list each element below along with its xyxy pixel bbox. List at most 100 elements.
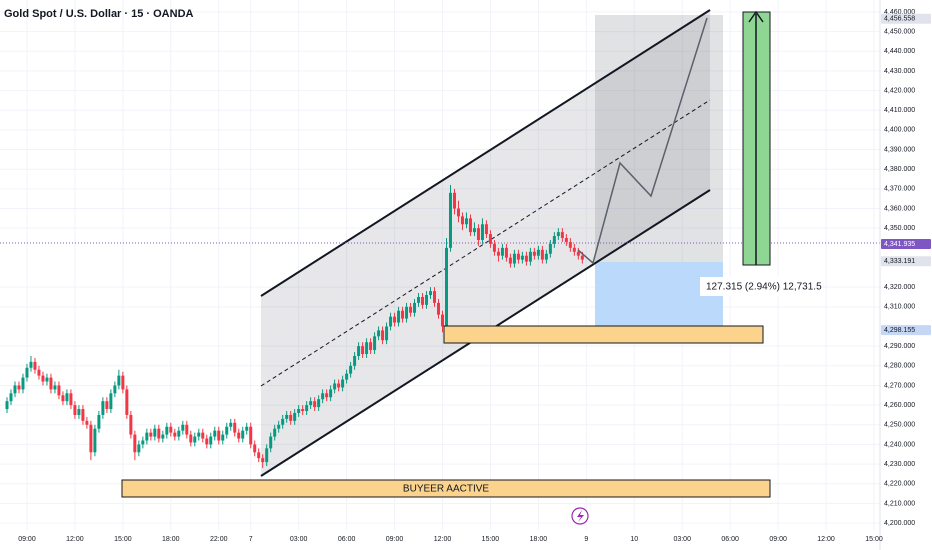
- candle-body: [377, 330, 381, 337]
- candle-body: [29, 361, 33, 368]
- x-tick-label: 09:00: [18, 536, 36, 543]
- candle-body: [417, 296, 421, 303]
- measure-box: [700, 277, 812, 296]
- chart-title: Gold Spot / U.S. Dollar · 15 · OANDA: [4, 8, 194, 20]
- candle-body: [532, 251, 536, 256]
- candle-body: [233, 422, 237, 433]
- candle-body: [564, 238, 568, 242]
- candle-body: [500, 247, 504, 256]
- candle-body: [492, 243, 496, 252]
- candle-body: [409, 306, 413, 313]
- candle-body: [261, 458, 265, 463]
- price-label: 4,456.558: [884, 16, 915, 23]
- candle-body: [433, 291, 437, 303]
- y-tick-label: 4,440.000: [884, 48, 915, 55]
- candle-body: [225, 426, 229, 435]
- x-tick-label: 03:00: [673, 536, 691, 543]
- candle-body: [181, 424, 185, 431]
- candle-body: [129, 414, 133, 435]
- y-tick-label: 4,460.000: [884, 9, 915, 16]
- candle-body: [468, 218, 472, 233]
- candle-body: [5, 401, 9, 410]
- candle-body: [437, 302, 441, 315]
- candle-body: [121, 375, 125, 390]
- y-tick-label: 4,270.000: [884, 382, 915, 389]
- candle-body: [325, 393, 329, 398]
- candle-body: [253, 444, 257, 453]
- candle-body: [141, 440, 145, 445]
- y-tick-label: 4,220.000: [884, 481, 915, 488]
- candle-body: [337, 383, 341, 388]
- candle-body: [556, 232, 560, 237]
- candle-body: [309, 401, 313, 406]
- candle-body: [81, 409, 85, 421]
- candle-body: [45, 377, 49, 382]
- candle-body: [365, 342, 369, 354]
- y-tick-label: 4,390.000: [884, 146, 915, 153]
- candle-body: [293, 412, 297, 421]
- x-tick-label: 12:00: [817, 536, 835, 543]
- candle-body: [317, 399, 321, 408]
- candle-body: [572, 247, 576, 252]
- candle-body: [205, 438, 209, 445]
- candle-body: [41, 375, 45, 382]
- candle-body: [273, 428, 277, 437]
- candle-body: [540, 249, 544, 260]
- candle-body: [109, 393, 113, 410]
- candle-body: [576, 251, 580, 256]
- x-tick-label: 15:00: [482, 536, 500, 543]
- candle-body: [89, 424, 93, 453]
- candle-body: [201, 432, 205, 439]
- candle-body: [193, 436, 197, 443]
- y-tick-label: 4,290.000: [884, 343, 915, 350]
- y-tick-label: 4,420.000: [884, 87, 915, 94]
- candle-body: [285, 414, 289, 419]
- support-zone: [443, 325, 764, 344]
- y-tick-label: 4,310.000: [884, 304, 915, 311]
- candle-body: [169, 426, 173, 433]
- candle-body: [297, 409, 301, 413]
- target-arrowhead: [748, 10, 764, 23]
- candle-body: [217, 430, 221, 441]
- candle-body: [369, 342, 373, 351]
- candle-body: [49, 377, 53, 390]
- candle-body: [580, 255, 584, 260]
- candle-body: [265, 448, 269, 463]
- price-label-box: [881, 256, 931, 267]
- candle-body: [289, 414, 293, 421]
- candle-body: [137, 444, 141, 453]
- candle-body: [448, 192, 452, 248]
- y-tick-label: 4,380.000: [884, 166, 915, 173]
- y-tick-label: 4,360.000: [884, 205, 915, 212]
- candle-body: [85, 420, 89, 425]
- candle-body: [456, 208, 460, 217]
- candle-body: [329, 389, 333, 398]
- y-tick-label: 4,230.000: [884, 461, 915, 468]
- candle-body: [281, 418, 285, 425]
- candle-body: [9, 393, 13, 402]
- candle-body: [405, 306, 409, 319]
- candle-body: [125, 389, 129, 415]
- candle-body: [413, 302, 417, 313]
- price-label: 4,333.191: [884, 258, 915, 265]
- candle-body: [65, 393, 69, 402]
- channel-mid: [260, 99, 711, 387]
- x-tick-label: 15:00: [865, 536, 883, 543]
- candle-body: [113, 385, 117, 394]
- price-label: 4,341.935: [884, 241, 915, 248]
- x-tick-label: 15:00: [114, 536, 132, 543]
- grid: [0, 0, 880, 530]
- candle-body: [237, 432, 241, 439]
- candle-body: [421, 296, 425, 305]
- candle-body: [105, 401, 109, 410]
- candle-body: [464, 218, 468, 225]
- candle-body: [153, 428, 157, 437]
- y-tick-label: 4,250.000: [884, 422, 915, 429]
- x-tick-label: 22:00: [210, 536, 228, 543]
- candle-body: [173, 432, 177, 437]
- candles: [5, 184, 584, 469]
- candle-body: [213, 430, 217, 437]
- axes: 4,200.000 4,210.000 4,220.000 4,230.000 4,24…: [18, 9, 931, 543]
- candle-body: [333, 383, 337, 390]
- candle-body: [341, 379, 345, 388]
